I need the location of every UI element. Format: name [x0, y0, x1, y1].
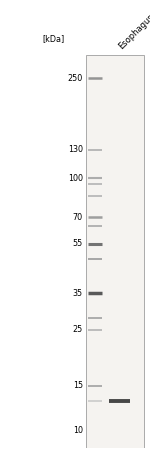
Text: 25: 25	[73, 325, 83, 335]
Text: 130: 130	[68, 145, 83, 154]
Text: 35: 35	[73, 289, 83, 298]
Text: 100: 100	[68, 174, 83, 183]
Bar	[86, 55, 144, 448]
Text: 250: 250	[68, 74, 83, 83]
Text: 70: 70	[73, 213, 83, 222]
Text: 15: 15	[73, 381, 83, 390]
Text: 10: 10	[73, 425, 83, 435]
Text: 55: 55	[73, 239, 83, 248]
Text: [kDa]: [kDa]	[42, 34, 64, 43]
Text: Esophagus: Esophagus	[117, 12, 150, 51]
